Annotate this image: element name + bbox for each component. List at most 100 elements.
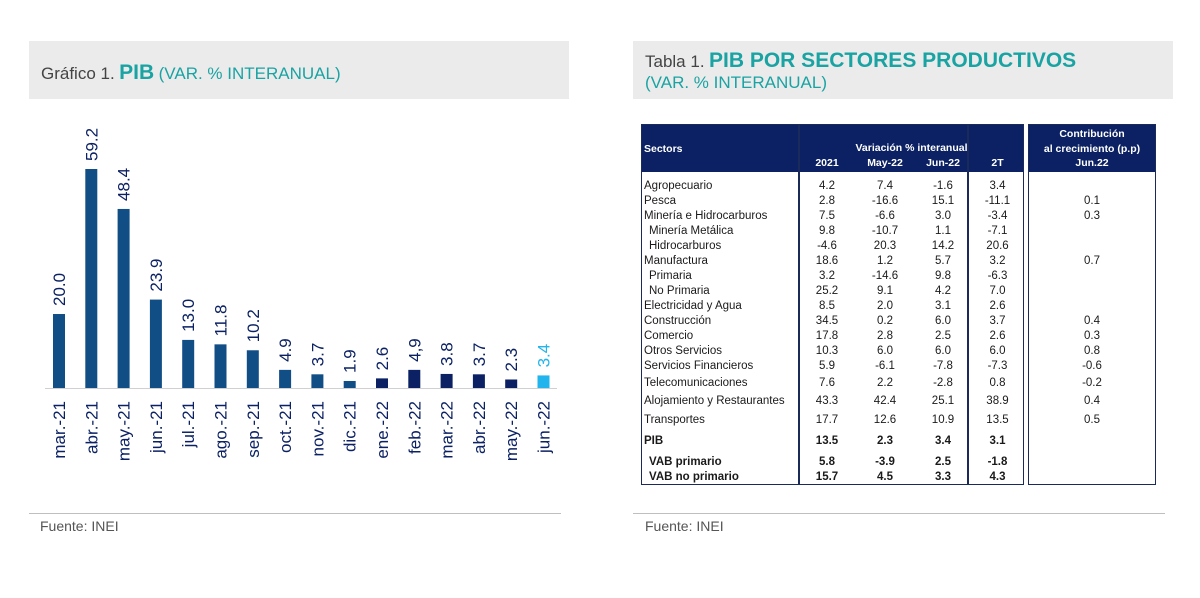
row-label: PIB bbox=[644, 435, 664, 447]
x-tick-label: jul.-21 bbox=[179, 401, 198, 448]
bar-dic.-21 bbox=[343, 380, 356, 388]
row-value: -6.1 bbox=[875, 360, 895, 372]
chart-title: PIB bbox=[119, 61, 155, 84]
row-value: 3.2 bbox=[819, 270, 835, 282]
row-value: 34.5 bbox=[815, 315, 839, 327]
row-value: 2.3 bbox=[877, 435, 893, 447]
chart-source: Fuente: INEI bbox=[40, 518, 119, 534]
bar-sep.-21 bbox=[246, 350, 259, 388]
frame-values bbox=[799, 124, 968, 485]
x-tick-label: sep.-21 bbox=[244, 401, 263, 458]
row-value: -7.1 bbox=[987, 225, 1008, 237]
bar-value-label: 10.2 bbox=[244, 309, 263, 342]
row-value: 42.4 bbox=[873, 395, 897, 407]
row-value: 5.9 bbox=[819, 360, 835, 372]
row-label: Minería Metálica bbox=[649, 225, 734, 237]
bar-may.-22 bbox=[505, 379, 518, 388]
table-head-fill-contrib bbox=[1028, 124, 1156, 172]
frame-2t bbox=[968, 124, 1024, 485]
row-value: 0.8 bbox=[989, 377, 1006, 389]
row-contribution: 0.3 bbox=[1084, 330, 1100, 342]
bar-abr.-21 bbox=[85, 169, 98, 388]
bar-jul.-21 bbox=[182, 339, 195, 388]
bar-jun.-22 bbox=[537, 375, 550, 388]
row-value: -1.8 bbox=[987, 456, 1008, 468]
row-contribution: 0.5 bbox=[1084, 414, 1100, 426]
bar-feb.-22 bbox=[408, 369, 421, 388]
row-value: 2.5 bbox=[935, 330, 951, 342]
chart-subtitle: (VAR. % INTERANUAL) bbox=[158, 64, 341, 83]
row-label: Manufactura bbox=[644, 255, 708, 267]
row-value: 10.3 bbox=[815, 345, 839, 357]
row-label: Minería e Hidrocarburos bbox=[644, 210, 768, 222]
row-value: 7.6 bbox=[819, 377, 835, 389]
frame-contrib bbox=[1028, 124, 1156, 485]
row-contribution: 0.3 bbox=[1084, 210, 1100, 222]
row-value: 15.7 bbox=[815, 471, 839, 483]
row-value: 7.0 bbox=[989, 285, 1006, 297]
row-label: Telecomunicaciones bbox=[644, 377, 748, 389]
row-value: 17.7 bbox=[815, 414, 839, 426]
row-value: 12.6 bbox=[873, 414, 897, 426]
x-tick-label: jun.-21 bbox=[147, 401, 166, 454]
row-value: 3.4 bbox=[935, 435, 951, 447]
row-label: Electricidad y Agua bbox=[644, 300, 742, 312]
row-value: 43.3 bbox=[815, 395, 839, 407]
row-value: 20.6 bbox=[986, 240, 1009, 252]
row-value: 7.4 bbox=[877, 180, 893, 192]
x-tick-label: oct.-21 bbox=[276, 401, 295, 453]
row-value: -6.6 bbox=[875, 210, 895, 222]
row-value: 9.8 bbox=[819, 225, 835, 237]
row-value: -7.3 bbox=[987, 360, 1008, 372]
row-label: Transportes bbox=[644, 414, 705, 426]
bar-value-label: 3.7 bbox=[308, 343, 327, 367]
row-value: 2.6 bbox=[989, 300, 1006, 312]
row-value: 1.2 bbox=[877, 255, 893, 267]
row-value: -7.8 bbox=[933, 360, 953, 372]
row-label: VAB no primario bbox=[649, 471, 739, 483]
row-value: 3.7 bbox=[989, 315, 1006, 327]
bar-value-label: 23.9 bbox=[147, 258, 166, 291]
row-value: -10.7 bbox=[871, 225, 899, 237]
bar-chart: 20.0 mar.-21 59.2 abr.-21 48.4 may.-21 23.9 jun… bbox=[45, 128, 557, 461]
row-value: 2.5 bbox=[935, 456, 951, 468]
bar-value-label: 20.0 bbox=[50, 273, 69, 306]
head-col-may22: May-22 bbox=[867, 157, 903, 169]
row-value: 2.0 bbox=[877, 300, 893, 312]
row-value: 2.8 bbox=[877, 330, 893, 342]
row-value: 4.2 bbox=[935, 285, 951, 297]
x-tick-label: abr.-22 bbox=[470, 401, 489, 454]
left-divider bbox=[29, 513, 561, 514]
row-contribution: -0.6 bbox=[1082, 360, 1102, 372]
row-value: 9.8 bbox=[935, 270, 951, 282]
row-value: 6.0 bbox=[935, 315, 951, 327]
row-value: 3.2 bbox=[989, 255, 1006, 267]
table-subtitle: (VAR. % INTERANUAL) bbox=[645, 73, 827, 92]
row-value: 9.1 bbox=[877, 285, 893, 297]
row-value: 6.0 bbox=[877, 345, 893, 357]
row-value: 13.5 bbox=[815, 435, 839, 447]
row-contribution: -0.2 bbox=[1082, 377, 1102, 389]
head-variation: Variación % interanual bbox=[855, 142, 968, 154]
bar-oct.-21 bbox=[279, 369, 292, 388]
row-value: 18.6 bbox=[815, 255, 839, 267]
row-value: 2.6 bbox=[989, 330, 1006, 342]
bar-value-label: 1.9 bbox=[341, 349, 360, 373]
bar-abr.-22 bbox=[472, 374, 485, 388]
head-sectors: Sectors bbox=[644, 143, 683, 155]
row-value: -3.9 bbox=[875, 456, 895, 468]
row-label: No Primaria bbox=[649, 285, 710, 297]
row-value: 4.2 bbox=[819, 180, 835, 192]
bar-value-label: 3.7 bbox=[470, 343, 489, 367]
row-contribution: 0.4 bbox=[1084, 395, 1100, 407]
row-value: -1.6 bbox=[933, 180, 953, 192]
row-value: -6.3 bbox=[987, 270, 1008, 282]
row-value: 3.1 bbox=[935, 300, 951, 312]
x-tick-label: dic.-21 bbox=[341, 401, 360, 452]
row-label: Construcción bbox=[644, 315, 712, 327]
x-tick-label: mar.-21 bbox=[50, 401, 69, 459]
head-contrib-2: al crecimiento (p.p) bbox=[1043, 143, 1141, 155]
table-header: Tabla 1. PIB POR SECTORES PRODUCTIVOS (V… bbox=[633, 41, 1173, 99]
row-contribution: 0.4 bbox=[1084, 315, 1100, 327]
bar-value-label: 3.4 bbox=[535, 344, 554, 368]
